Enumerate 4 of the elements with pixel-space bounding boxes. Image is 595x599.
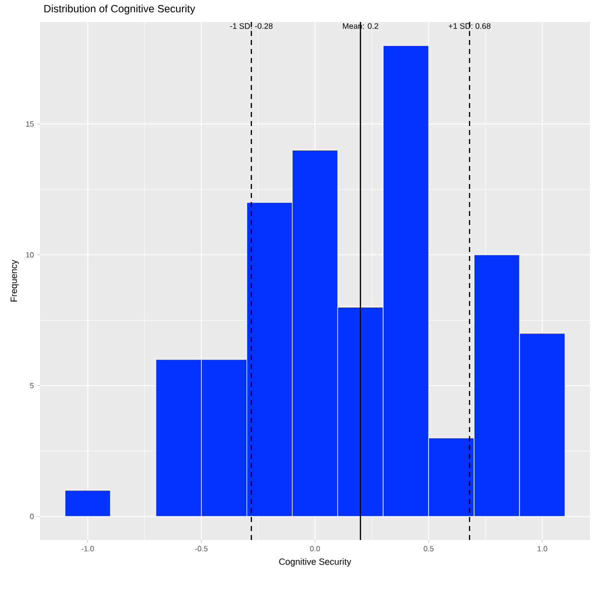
chart-title: Distribution of Cognitive Security — [44, 4, 196, 14]
y-axis-title: Frequency — [10, 260, 19, 302]
ref-line-label: -1 SD: -0.28 — [230, 23, 273, 29]
x-axis-title: Cognitive Security — [279, 558, 352, 567]
